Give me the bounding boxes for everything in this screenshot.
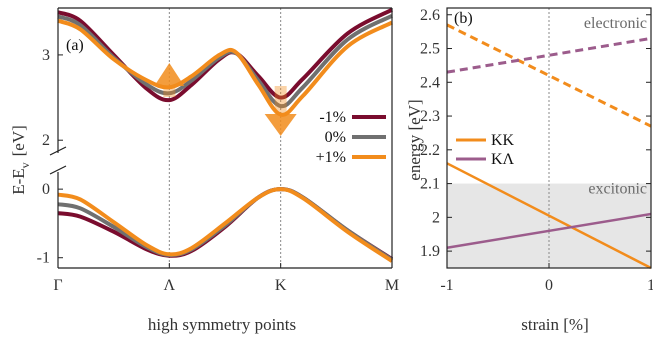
a-arrow-up [154,63,185,97]
a-legend-bg-2 [300,149,352,168]
svg-text:E-Ev[eV]: E-Ev [eV] [9,125,32,195]
panel-a: Γ Λ K M 3 2 0 -1 (a) -1% 0% +1% high symmetry poi… [9,7,399,334]
a-conduction-line-2 [57,18,393,117]
a-x-tick-label-0: Γ [53,277,62,294]
a-ylabel-sub: v [18,162,32,168]
a-legend-label-0: -1% [319,109,346,126]
a-y-tick-label-lower-1: -1 [37,250,50,267]
b-x-tick-label-1: 0 [545,277,553,294]
b-x-tick-label-0: -1 [440,277,453,294]
b-y-tick-label-3: 2.3 [420,108,440,125]
a-ylabel-unit: [eV] [9,125,28,156]
b-tick-labels: -1 0 1 2.6 2.5 2.4 2.3 2.2 2.1 2 1.9 [420,7,653,294]
a-conduction-line-1 [57,13,393,109]
a-legend-bg-0 [300,109,352,128]
a-y-axis-label: E-Ev [eV] [9,125,32,195]
b-series-line-3 [446,212,652,249]
b-series-line-1 [446,36,652,74]
b-y-axis-label: energy [eV] [405,99,424,180]
a-legend-bg-1 [300,129,352,148]
b-region-label-1: excitonic [588,181,647,198]
b-legend-label-1: KΛ [491,151,515,168]
a-arrow-down [264,86,297,136]
a-tick-labels: Γ Λ K M 3 2 0 -1 [37,47,399,294]
b-panel-label: (b) [454,10,473,27]
b-legend: KK KΛ [456,132,515,168]
a-ylabel-main: E-E [9,168,28,194]
a-arrow-down-shaft [274,86,287,114]
b-series-line-2 [446,162,652,270]
a-x-axis-label: high symmetry points [148,315,296,334]
a-legend-label-2: +1% [316,149,346,166]
b-y-tick-label-6: 2 [432,209,440,226]
b-region-label-0: electronic [584,15,647,32]
b-y-tick-label-4: 2.2 [420,142,440,159]
panel-b: -1 0 1 2.6 2.5 2.4 2.3 2.2 2.1 2 1.9 (b) electroni… [405,7,653,334]
a-break-mark-upper [49,146,67,156]
a-strain-arrows [154,63,297,136]
a-x-tick-label-2: K [275,277,287,294]
b-x-tick-label-2: 1 [647,277,653,294]
b-series-line-0 [446,23,652,128]
a-legend-label-1: 0% [325,129,346,146]
a-arrow-up-head [154,63,185,86]
a-x-tick-label-1: Λ [164,277,176,294]
a-legend: -1% 0% +1% [300,109,386,168]
a-y-tick-label-upper-0: 3 [42,47,50,64]
b-x-axis-label: strain [%] [521,315,589,334]
a-y-tick-label-upper-1: 2 [42,132,50,149]
a-arrow-down-head [264,114,297,136]
b-y-tick-label-2: 2.4 [420,74,440,91]
a-valence-line-2 [57,187,394,263]
b-y-tick-label-1: 2.5 [420,41,440,58]
b-series-lines [446,23,652,270]
b-y-tick-label-7: 1.9 [420,243,440,260]
a-x-tick-label-3: M [385,277,399,294]
b-region-labels: electronic excitonic [584,15,647,197]
a-band-lines [57,7,394,263]
b-legend-label-0: KK [491,132,515,149]
a-axes-frame [49,7,393,269]
b-y-tick-label-0: 2.6 [420,7,440,24]
a-vertical-guides [168,8,282,268]
a-panel-label: (a) [66,37,84,54]
b-y-tick-label-5: 2.1 [420,176,440,193]
a-break-mark-lower [49,165,67,175]
a-y-tick-label-lower-0: 0 [42,181,50,198]
